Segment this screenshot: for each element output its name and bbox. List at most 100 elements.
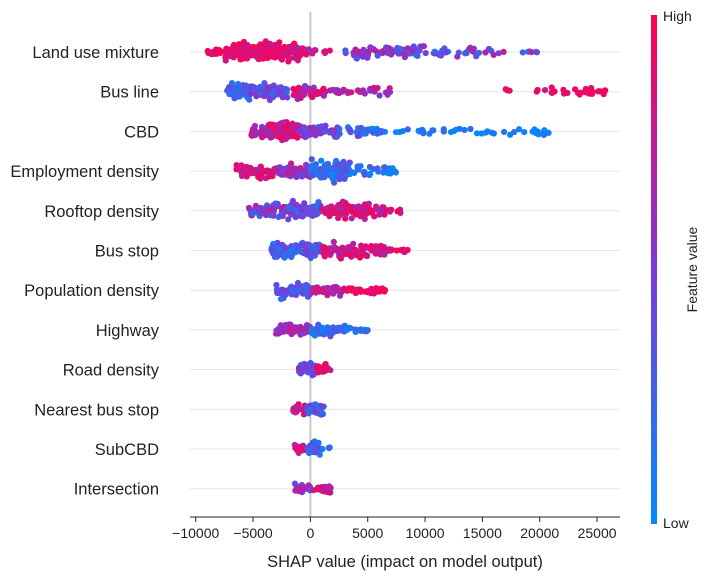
shap-point bbox=[286, 326, 293, 333]
shap-point bbox=[296, 248, 303, 255]
shap-point bbox=[307, 406, 314, 413]
shap-point bbox=[299, 290, 306, 297]
shap-point bbox=[305, 46, 312, 53]
shap-point bbox=[321, 251, 328, 258]
shap-point bbox=[280, 252, 288, 259]
shap-point bbox=[384, 91, 391, 98]
shap-point bbox=[280, 165, 287, 173]
shap-point bbox=[317, 487, 324, 494]
shap-point bbox=[375, 206, 382, 213]
shap-point bbox=[313, 202, 320, 209]
shap-point bbox=[348, 287, 355, 294]
shap-point bbox=[353, 249, 360, 256]
shap-point bbox=[349, 208, 356, 215]
shap-point bbox=[328, 171, 336, 178]
shap-point bbox=[541, 87, 549, 94]
shap-point bbox=[361, 288, 368, 295]
shap-point bbox=[303, 204, 310, 211]
shap-point bbox=[395, 50, 402, 57]
shap-point bbox=[243, 173, 250, 180]
shap-point bbox=[319, 409, 326, 416]
shap-point bbox=[290, 121, 297, 128]
shap-point bbox=[361, 203, 369, 210]
shap-point bbox=[301, 242, 308, 249]
shap-point bbox=[317, 167, 324, 174]
shap-point bbox=[380, 164, 388, 171]
shap-point bbox=[245, 51, 252, 58]
shap-point bbox=[291, 86, 298, 93]
shap-point bbox=[336, 125, 343, 133]
shap-point bbox=[325, 484, 332, 491]
shap-point bbox=[297, 94, 304, 102]
feature-labels: Land use mixture Bus line CBD Employment de… bbox=[10, 44, 159, 499]
row-gridlines bbox=[190, 51, 620, 490]
shap-point bbox=[336, 292, 344, 299]
shap-point bbox=[311, 332, 318, 339]
shap-point bbox=[367, 87, 374, 94]
shap-point bbox=[306, 124, 313, 131]
shap-point bbox=[311, 245, 319, 252]
shap-point bbox=[461, 126, 468, 134]
shap-point bbox=[326, 444, 333, 451]
shap-point bbox=[404, 126, 411, 133]
shap-point bbox=[431, 48, 438, 55]
shap-point bbox=[495, 50, 502, 57]
shap-point bbox=[319, 445, 326, 453]
shap-point bbox=[323, 161, 330, 168]
shap-point bbox=[348, 89, 355, 96]
shap-point bbox=[304, 249, 311, 256]
shap-point bbox=[349, 169, 356, 176]
shap-point bbox=[325, 328, 332, 336]
shap-point bbox=[336, 205, 343, 212]
shap-point bbox=[393, 247, 400, 254]
shap-point bbox=[325, 204, 332, 211]
shap-point bbox=[255, 174, 262, 181]
shap-point bbox=[256, 83, 263, 91]
shap-point bbox=[294, 447, 301, 454]
shap-point bbox=[307, 359, 314, 367]
shap-point bbox=[415, 47, 422, 54]
feature-label: CBD bbox=[124, 123, 159, 141]
shap-point bbox=[303, 364, 310, 371]
shap-point bbox=[377, 128, 384, 135]
shap-point bbox=[340, 245, 348, 252]
shap-point bbox=[338, 88, 345, 95]
shap-point bbox=[386, 246, 393, 253]
shap-point bbox=[272, 125, 279, 132]
shap-point bbox=[328, 129, 335, 136]
shap-point bbox=[519, 49, 526, 56]
shap-point bbox=[264, 84, 271, 91]
shap-point bbox=[248, 170, 255, 177]
shap-point bbox=[268, 206, 275, 213]
shap-point bbox=[368, 242, 375, 250]
shap-point bbox=[360, 130, 368, 137]
shap-point bbox=[346, 126, 353, 133]
shap-point bbox=[321, 174, 328, 181]
shap-point bbox=[551, 88, 558, 95]
shap-point bbox=[315, 127, 322, 134]
shap-point bbox=[223, 45, 230, 52]
shap-point bbox=[478, 130, 485, 137]
shap-point bbox=[440, 128, 447, 135]
shap-point bbox=[267, 134, 274, 141]
shap-point bbox=[292, 207, 300, 214]
shap-point bbox=[339, 327, 346, 334]
shap-point bbox=[285, 216, 292, 223]
shap-point bbox=[326, 47, 333, 54]
shap-point bbox=[500, 48, 507, 56]
x-tick-label: −10000 bbox=[172, 525, 219, 541]
shap-point bbox=[332, 284, 339, 291]
shap-point bbox=[271, 243, 278, 250]
shap-point bbox=[250, 210, 257, 217]
shap-point bbox=[317, 367, 324, 374]
shap-point bbox=[247, 90, 254, 97]
shap-point bbox=[296, 53, 303, 60]
shap-point bbox=[318, 157, 325, 164]
shap-point bbox=[222, 57, 229, 64]
shap-point bbox=[528, 49, 535, 56]
shap-point bbox=[348, 215, 355, 222]
shap-point bbox=[488, 47, 495, 55]
x-tick-label: 0 bbox=[307, 525, 315, 541]
shap-point bbox=[322, 128, 329, 135]
